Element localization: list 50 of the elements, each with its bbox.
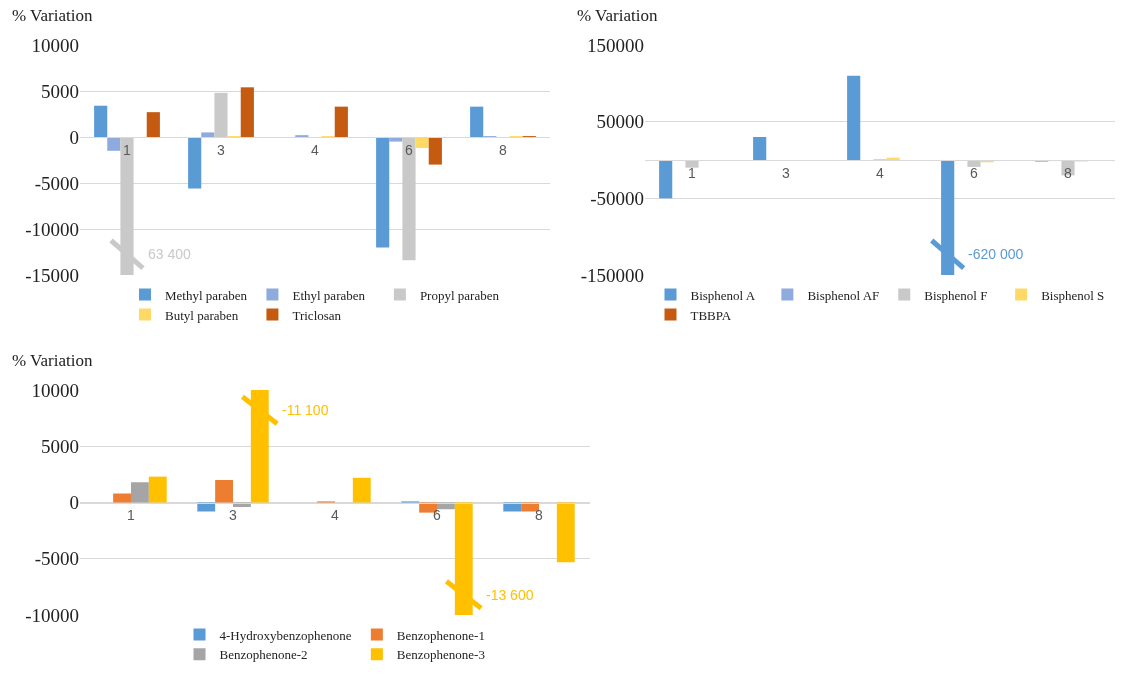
x-tick-label: 6 [405, 141, 414, 158]
x-tick-label: 3 [217, 141, 226, 158]
x-tick-label: 8 [535, 507, 544, 524]
x-tick-label: 1 [127, 507, 136, 524]
legend-label: Benzophenone-3 [396, 647, 485, 663]
y-tick-label: -5000 [34, 548, 79, 570]
y-tick-label: -50000 [590, 187, 644, 209]
y-tick-label: 50000 [596, 111, 644, 133]
legend-label: Bisphenol S [1041, 287, 1105, 303]
x-tick-label: 8 [499, 141, 508, 158]
legend-label: Bisphenol F [924, 287, 988, 303]
x-tick-label: 4 [331, 507, 340, 524]
x-tick-label: 1 [688, 164, 697, 181]
legend-label: Butyl paraben [165, 307, 239, 323]
legend-label: Bisphenol A [690, 287, 756, 303]
legend-label: Benzophenone-2 [219, 647, 308, 663]
y-tick-label: -15000 [25, 264, 79, 286]
y-tick-label: -150000 [580, 264, 644, 286]
x-tick-label: 4 [876, 164, 885, 181]
x-tick-label: 6 [433, 507, 442, 524]
x-tick-label: 4 [311, 141, 320, 158]
y-tick-label: -10000 [25, 218, 79, 240]
legend-label: TBBPA [690, 307, 732, 323]
legend-label: Benzophenone-1 [396, 627, 485, 643]
x-tick-label: 8 [1064, 164, 1073, 181]
y-tick-label: 0 [69, 126, 79, 148]
annotation: -11 100 [282, 402, 329, 418]
x-tick-label: 3 [229, 507, 238, 524]
y-tick-label: 150000 [587, 34, 644, 56]
legend-label: 4-Hydroxybenzophenone [219, 627, 352, 643]
y-tick-label: -5000 [34, 172, 79, 194]
x-tick-label: 1 [123, 141, 132, 158]
legend-label: Propyl paraben [419, 287, 500, 303]
legend-label: Methyl paraben [165, 287, 248, 303]
y-tick-label: 0 [69, 492, 79, 514]
annotation: -13 600 [486, 587, 534, 603]
y-axis-title: % Variation [577, 6, 658, 25]
y-tick-label: -10000 [25, 604, 79, 626]
legend-label: Bisphenol AF [807, 287, 880, 303]
legend-label: Triclosan [292, 307, 342, 323]
y-tick-label: 10000 [31, 34, 79, 56]
y-axis-title: % Variation [12, 6, 93, 25]
legend-label: Ethyl paraben [292, 287, 366, 303]
y-tick-label: 5000 [41, 80, 79, 102]
y-tick-label: 10000 [31, 379, 79, 401]
y-tick-label: 5000 [41, 435, 79, 457]
x-tick-label: 3 [782, 164, 791, 181]
annotation: -620 000 [968, 246, 1024, 262]
x-tick-label: 6 [970, 164, 979, 181]
y-axis-title: % Variation [12, 351, 93, 370]
